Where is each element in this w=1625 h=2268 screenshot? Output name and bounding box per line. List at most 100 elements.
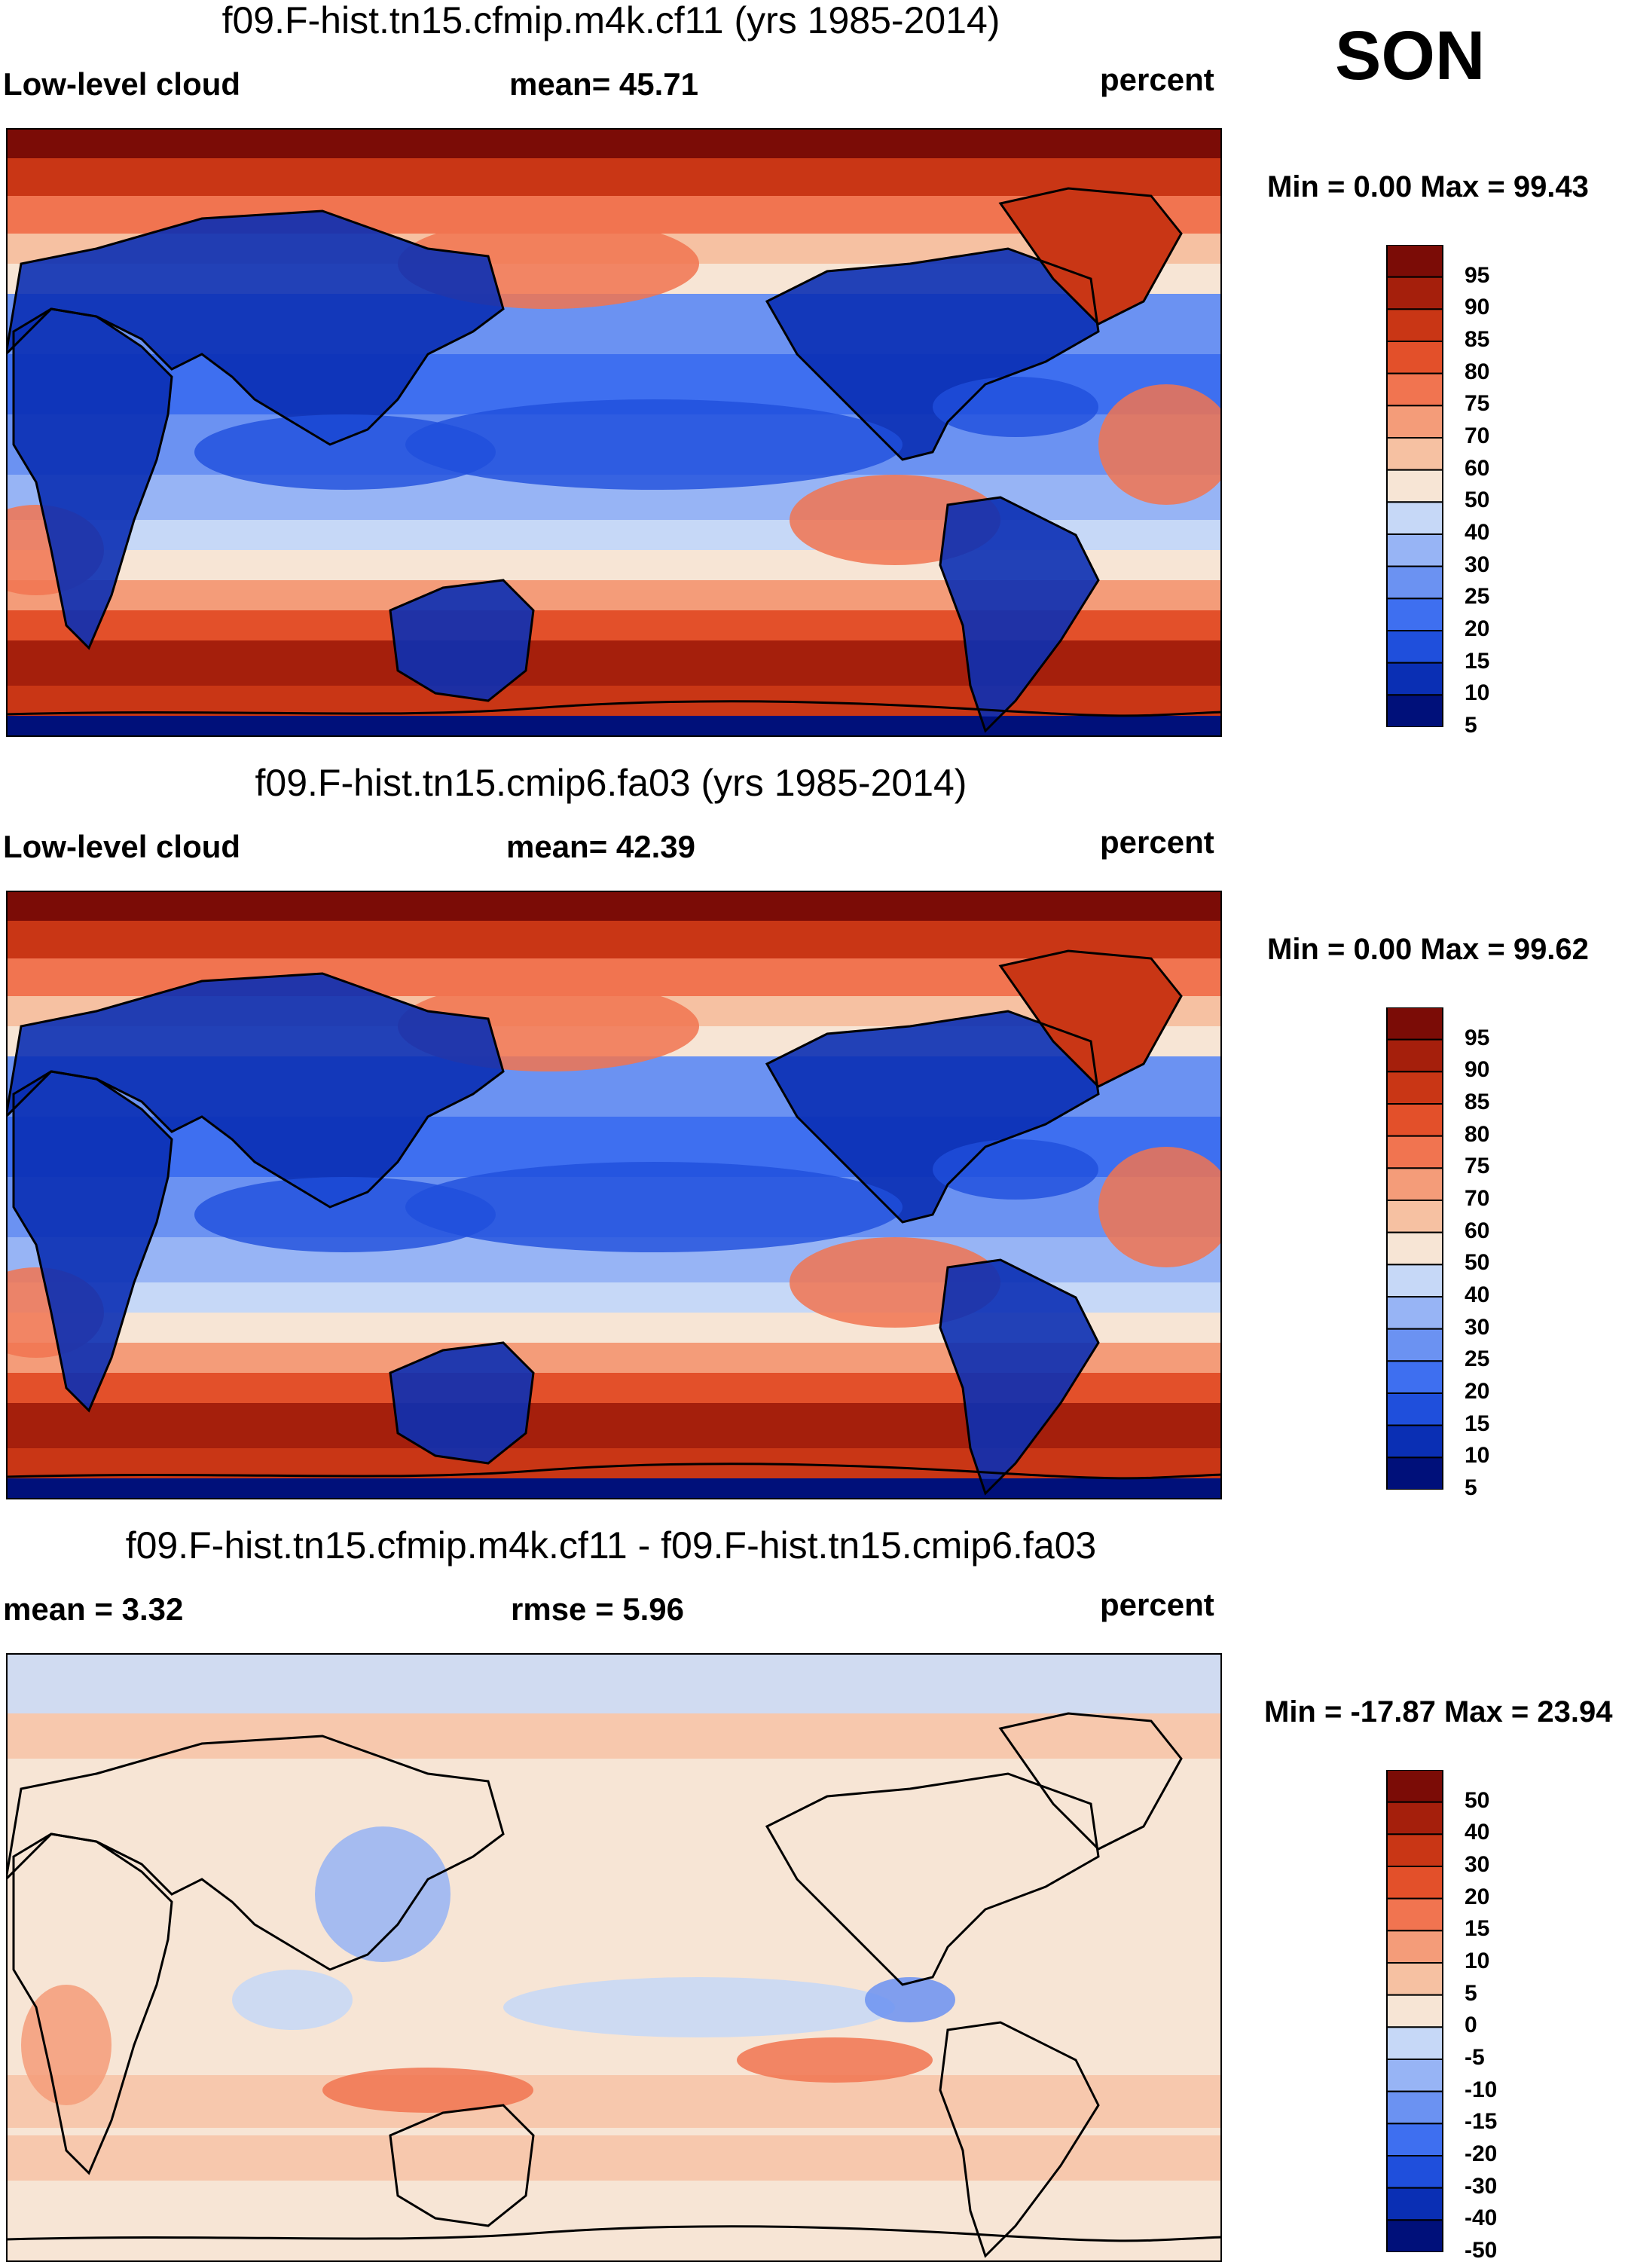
colorbar-tick-label: -20 (1465, 2141, 1498, 2166)
colorbar-tick-label: -15 (1465, 2109, 1498, 2135)
colorbar-box-0 (1386, 1007, 1443, 1041)
field-anomaly (21, 1985, 111, 2105)
colorbar-box-6 (1386, 1200, 1443, 1233)
colorbar-tick-label: 40 (1465, 520, 1490, 545)
panel-1-coastlines (6, 187, 1222, 733)
field-land-africa (14, 309, 172, 648)
colorbar-tick-label: 95 (1465, 262, 1490, 288)
colorbar-box-3 (1386, 1103, 1443, 1137)
panel-3-mean-label: mean = 3.32 (3, 1591, 184, 1627)
coastline-namerica (765, 1010, 1100, 1224)
colorbar-tick-label: 5 (1465, 1980, 1477, 2006)
colorbar-tick-label: 50 (1465, 1250, 1490, 1276)
colorbar-box-8 (1386, 1264, 1443, 1298)
colorbar-box-7 (1386, 469, 1443, 503)
colorbar-tick-label: 50 (1465, 488, 1490, 513)
colorbar-box-13 (1386, 2187, 1443, 2221)
colorbar-box-14 (1386, 2219, 1443, 2252)
field-land-australia (390, 1343, 533, 1463)
coastline-namerica (765, 247, 1100, 461)
colorbar-box-0 (1386, 1770, 1443, 1803)
colorbar-tick-label: 50 (1465, 1787, 1490, 1813)
coastline-samerica (939, 2021, 1100, 2258)
colorbar-tick-label: 15 (1465, 1411, 1490, 1436)
coastline-samerica (939, 496, 1100, 733)
panel-1-colorbar (1386, 245, 1443, 727)
colorbar-tick-label: 25 (1465, 584, 1490, 610)
field-tongue (933, 377, 1098, 437)
colorbar-box-1 (1386, 276, 1443, 310)
colorbar-tick-label: 30 (1465, 552, 1490, 577)
colorbar-tick-label: 70 (1465, 423, 1490, 448)
field-band (6, 921, 1222, 958)
field-land-samerica (940, 1260, 1098, 1493)
colorbar-tick-label: 15 (1465, 648, 1490, 674)
panel-1-minmax: Min = 0.00 Max = 99.43 (1267, 170, 1589, 203)
colorbar-tick-label: 20 (1465, 1884, 1490, 1909)
panel-2-frame (6, 891, 1222, 1499)
colorbar-tick-label: 10 (1465, 680, 1490, 706)
field-band (6, 2075, 1222, 2128)
colorbar-box-6 (1386, 437, 1443, 471)
field-land-antarctica (6, 1478, 1222, 1499)
colorbar-tick-label: -50 (1465, 2238, 1498, 2263)
coastline-samerica (939, 1258, 1100, 1496)
field-land-eurasia (6, 211, 503, 445)
coastline-namerica (765, 1772, 1100, 1986)
colorbar-box-10 (1386, 1328, 1443, 1362)
colorbar-box-4 (1386, 1135, 1443, 1169)
colorbar-box-0 (1386, 245, 1443, 278)
colorbar-tick-label: 0 (1465, 2013, 1477, 2038)
coastline-australia (389, 2104, 535, 2227)
colorbar-tick-label: 90 (1465, 295, 1490, 320)
coastline-africa (12, 307, 173, 650)
panel-2-minmax: Min = 0.00 Max = 99.62 (1267, 933, 1589, 966)
colorbar-box-4 (1386, 372, 1443, 407)
colorbar-tick-label: 95 (1465, 1025, 1490, 1050)
field-anomaly (232, 1970, 353, 2030)
field-tongue (405, 1162, 903, 1252)
colorbar-box-13 (1386, 662, 1443, 696)
colorbar-tick-label: 85 (1465, 1090, 1490, 1114)
colorbar-tick-label: 30 (1465, 1314, 1490, 1340)
field-anomaly (315, 1826, 451, 1962)
colorbar-box-14 (1386, 694, 1443, 727)
field-anomaly (865, 1977, 955, 2022)
panel-1-title: f09.F-hist.tn15.cfmip.m4k.cf11 (yrs 1985… (221, 0, 1000, 41)
panel-3-units-label: percent (1100, 1587, 1214, 1622)
colorbar-box-9 (1386, 533, 1443, 567)
colorbar-tick-label: 60 (1465, 455, 1490, 481)
panel-3-frame (6, 1653, 1222, 2262)
colorbar-tick-label: 75 (1465, 1154, 1490, 1179)
coastline-antarctica (6, 1463, 1222, 1480)
colorbar-box-9 (1386, 1296, 1443, 1330)
panel-2-map (6, 891, 1222, 1499)
coastline-africa (12, 1070, 173, 1413)
panel-2-coastlines (6, 949, 1222, 1496)
coastline-eurasia (6, 972, 505, 1209)
coastline-greenland (998, 1712, 1183, 1851)
colorbar-box-2 (1386, 308, 1443, 343)
panel-3-title: f09.F-hist.tn15.cfmip.m4k.cf11 - f09.F-h… (125, 1524, 1097, 1567)
coastline-antarctica (6, 700, 1222, 717)
colorbar-tick-label: 85 (1465, 327, 1490, 352)
field-land-antarctica (6, 716, 1222, 737)
panel-1-mean-label: mean= 45.71 (509, 66, 699, 102)
colorbar-tick-label: 20 (1465, 1379, 1490, 1404)
coastline-antarctica (6, 2225, 1222, 2242)
field-land-samerica (940, 497, 1098, 731)
panel-2-title: f09.F-hist.tn15.cmip6.fa03 (yrs 1985-201… (255, 762, 967, 804)
colorbar-box-5 (1386, 1930, 1443, 1964)
colorbar-box-7 (1386, 1231, 1443, 1266)
panel-3-field (6, 1653, 1222, 2262)
colorbar-tick-label: 5 (1465, 713, 1477, 738)
field-band (6, 158, 1222, 196)
panel-1-map (6, 128, 1222, 737)
colorbar-tick-label: 70 (1465, 1186, 1490, 1211)
coastline-africa (12, 1832, 173, 2175)
colorbar-tick-label: 40 (1465, 1820, 1490, 1845)
panel-2-colorbar-ticks: 95 90 85 80 75 70 60 50 40 30 25 20 15 10 5 (1465, 1007, 1555, 1500)
field-band (6, 1653, 1222, 1713)
colorbar-box-14 (1386, 1456, 1443, 1490)
colorbar-box-12 (1386, 2155, 1443, 2189)
